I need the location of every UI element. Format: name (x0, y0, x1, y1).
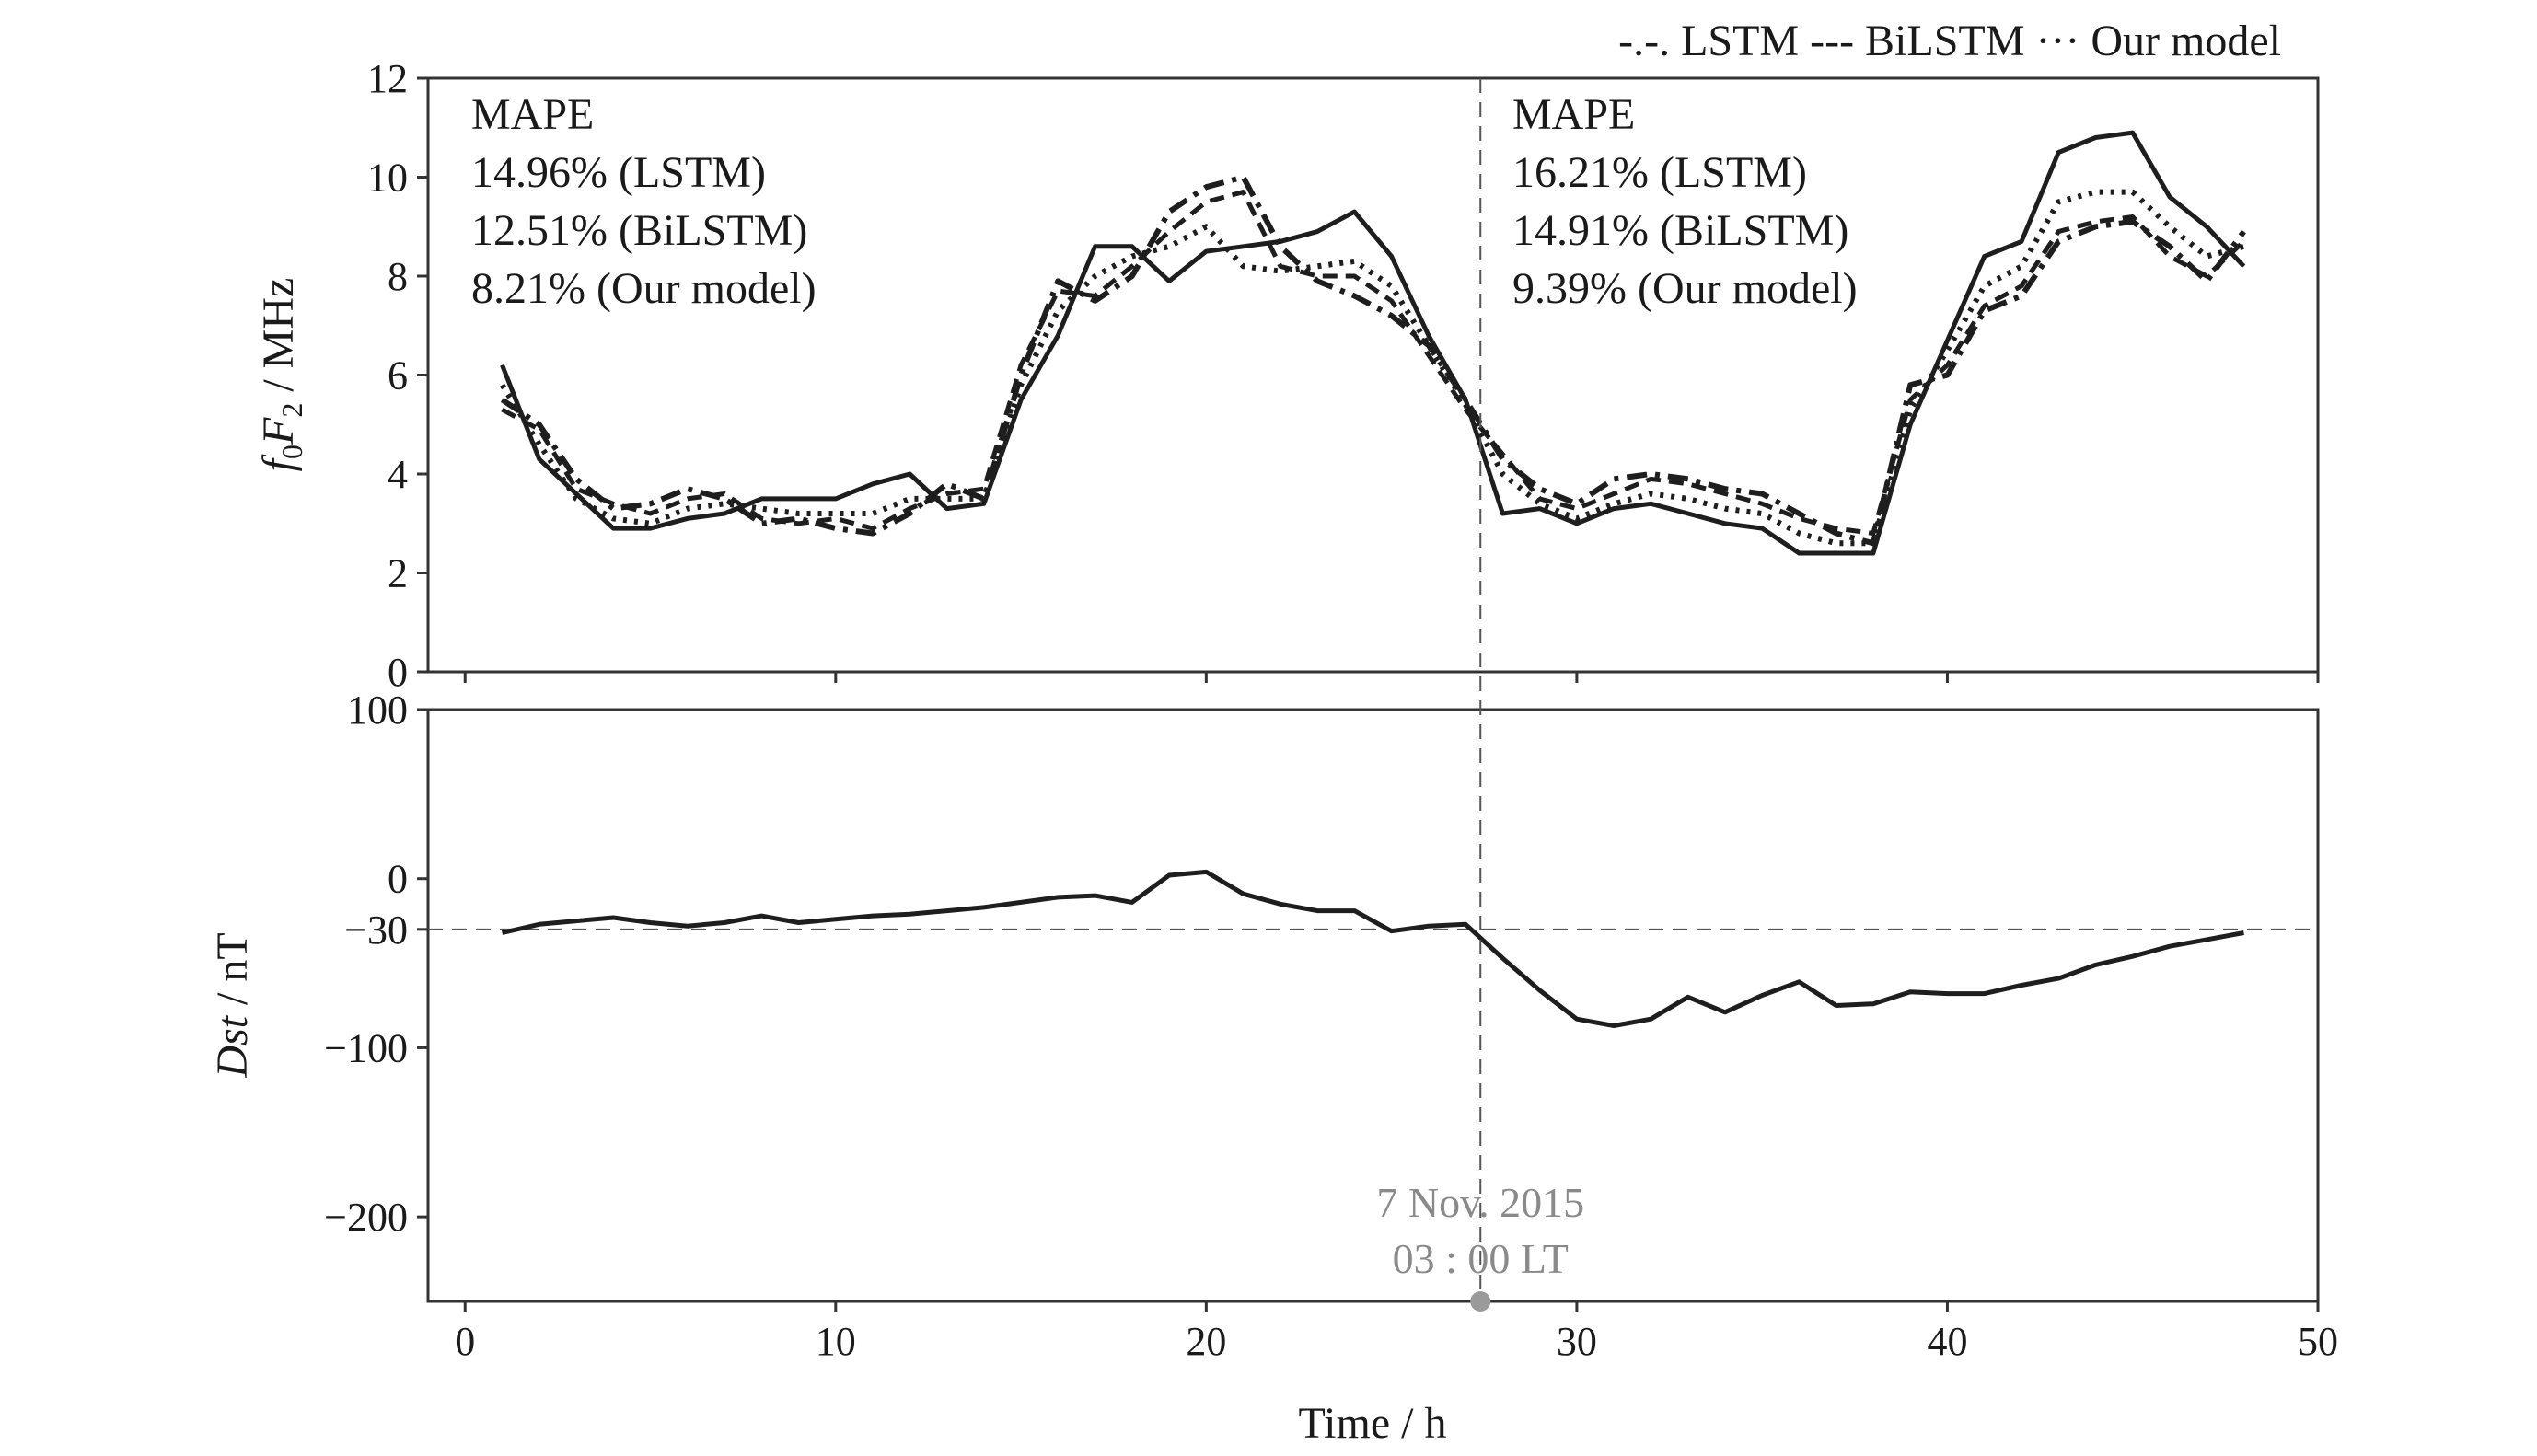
mape-left-our-model: 8.21% (Our model) (471, 264, 817, 313)
dst-y-tick-label: 0 (388, 857, 408, 902)
dst-y-tick-label: −100 (324, 1025, 408, 1070)
f0f2-y-tick-label: 2 (388, 551, 408, 596)
series-dst (501, 869, 2244, 1028)
x-tick-label: 50 (2298, 1319, 2338, 1364)
f0f2-y-tick-label: 4 (388, 452, 408, 497)
x-tick-label: 30 (1557, 1319, 1597, 1364)
f0f2-y-axis-title: f0F2 / MHz (254, 278, 308, 472)
series-lstm (500, 174, 2246, 547)
dst-y-axis: −200 −100 −30 0 100 (324, 688, 428, 1240)
dst-y-axis-title: Dst / nT (208, 932, 257, 1078)
mape-annotation-left: MAPE 14.96% (LSTM) 12.51% (BiLSTM) 8.21%… (471, 90, 817, 313)
dst-plot-frame (426, 708, 2320, 1303)
x-axis-title: Time / h (1299, 1399, 1447, 1448)
dst-series-group (501, 869, 2244, 1028)
f0f2-y-tick-label: 10 (367, 156, 408, 201)
mape-right-bilstm: 14.91% (BiLSTM) (1512, 206, 1848, 255)
f0f2-x-axis (463, 672, 2320, 683)
mape-left-bilstm: 12.51% (BiLSTM) (471, 206, 807, 255)
f0f2-series-group (499, 130, 2246, 556)
series-bilstm (501, 190, 2246, 536)
mape-left-lstm: 14.96% (LSTM) (471, 148, 766, 197)
legend: -.-. LSTM --- BiLSTM ··· Our model (1618, 17, 2281, 65)
dst-y-tick-label: −200 (324, 1195, 408, 1240)
series-our-model (499, 189, 2245, 547)
event-marker-dot (1470, 1291, 1491, 1312)
mape-right-heading: MAPE (1512, 90, 1635, 139)
f0f2-y-tick-label: 8 (388, 254, 408, 299)
f0f2-y-axis: 0 2 4 6 8 10 12 (367, 56, 428, 695)
x-tick-label: 20 (1186, 1319, 1226, 1364)
f0f2-y-tick-label: 0 (388, 650, 408, 695)
f0f2-panel: 0 2 4 6 8 10 12 f0F2 / MHz MAPE 14.96% (LSTM) … (254, 56, 2320, 695)
dst-y-tick-label: 100 (347, 688, 408, 733)
dst-x-axis: 0 10 20 30 40 50 (455, 1301, 2338, 1364)
event-time-label: 03 : 00 LT (1393, 1235, 1569, 1282)
mape-left-heading: MAPE (471, 90, 594, 139)
x-tick-label: 40 (1927, 1319, 1967, 1364)
dst-panel: −200 −100 −30 0 100 0 10 20 30 40 50 Dst / nT Tim… (208, 688, 2338, 1448)
x-tick-label: 10 (816, 1319, 856, 1364)
mape-annotation-right: MAPE 16.21% (LSTM) 14.91% (BiLSTM) 9.39%… (1512, 90, 1858, 313)
mape-right-our-model: 9.39% (Our model) (1512, 264, 1858, 313)
x-tick-label: 0 (455, 1319, 475, 1364)
mape-right-lstm: 16.21% (LSTM) (1512, 148, 1807, 197)
series-observed (500, 130, 2246, 556)
dst-y-tick-label: −30 (344, 907, 408, 953)
f0f2-y-tick-label: 6 (388, 353, 408, 399)
event-date-label: 7 Nov. 2015 (1376, 1179, 1584, 1226)
f0f2-y-tick-label: 12 (367, 56, 408, 101)
